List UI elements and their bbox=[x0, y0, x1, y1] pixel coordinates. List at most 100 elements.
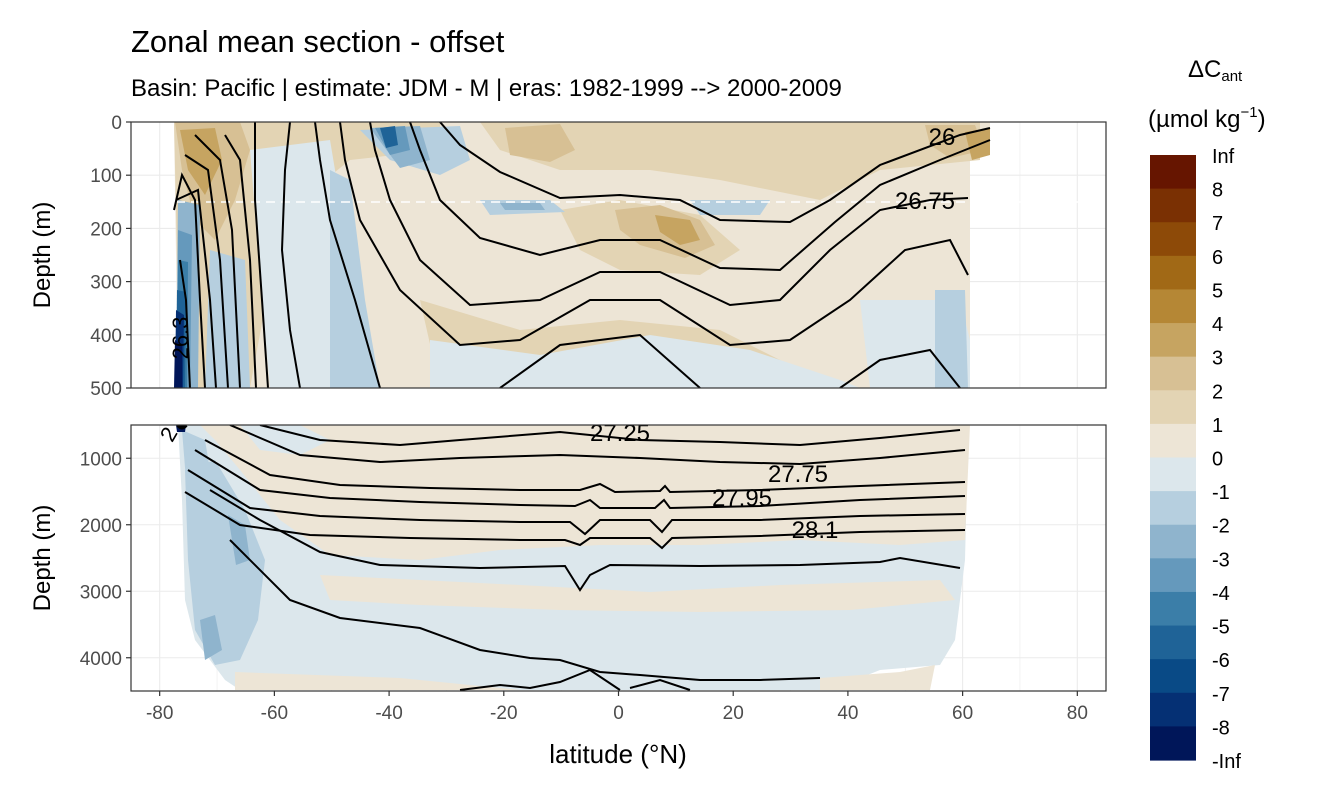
contour-line bbox=[224, 134, 257, 388]
field-band-neg1-0-south-intrusion bbox=[240, 425, 330, 455]
field-band-3-4-south bbox=[180, 128, 222, 195]
contour-line bbox=[459, 668, 691, 691]
legend-swatch bbox=[1150, 255, 1196, 291]
legend-label: 3 bbox=[1212, 348, 1223, 370]
y-tick-label: 3000 bbox=[80, 582, 122, 603]
legend-swatch bbox=[1150, 323, 1196, 358]
legend-swatch bbox=[1150, 524, 1196, 559]
field-band-neg2-neg1-south-deep bbox=[182, 430, 210, 480]
legend-unit-text: (µmol kg bbox=[1148, 106, 1241, 133]
panel-lower: 27.25 27.75 27.95 28.1 2 bbox=[130, 420, 1107, 692]
legend-swatch bbox=[1150, 222, 1196, 257]
legend-title-unit: (µmol kg−1) bbox=[1148, 104, 1266, 134]
legend-label: 0 bbox=[1212, 449, 1223, 471]
legend-swatch bbox=[1150, 188, 1196, 223]
contour-line bbox=[179, 259, 191, 388]
contour-line bbox=[175, 188, 217, 388]
field-band-3-4-mid bbox=[655, 215, 700, 245]
legend-label: -2 bbox=[1212, 516, 1230, 538]
y-tick-label: 0 bbox=[111, 113, 122, 134]
legend-swatch bbox=[1150, 591, 1196, 627]
contour-line bbox=[173, 172, 206, 388]
contour-line bbox=[194, 134, 241, 388]
contour-line bbox=[184, 491, 966, 550]
legend-label: -5 bbox=[1212, 617, 1230, 639]
contour-line bbox=[204, 439, 966, 494]
field-band-0-1-deep bbox=[320, 575, 955, 612]
legend-swatch bbox=[1150, 692, 1196, 727]
legend-label: -8 bbox=[1212, 717, 1230, 739]
legend-title-subscript: ant bbox=[1221, 68, 1243, 85]
contour-line bbox=[194, 449, 966, 510]
contour-line bbox=[229, 539, 821, 681]
legend-swatch bbox=[1150, 625, 1196, 660]
field-band-neg3-neg2-south bbox=[200, 615, 222, 660]
field-band-neg8-neg7-southern bbox=[174, 340, 182, 388]
legend-swatch bbox=[1150, 390, 1196, 425]
y-tick-label: 4000 bbox=[80, 649, 122, 670]
y-tick-label: 1000 bbox=[80, 449, 122, 470]
legend-title-variable: ΔCant bbox=[1188, 56, 1242, 85]
field-band-0-1-upper bbox=[200, 425, 970, 560]
legend-swatch bbox=[1150, 356, 1196, 391]
x-tick-label: 20 bbox=[723, 703, 744, 724]
y-tick-label: 100 bbox=[90, 166, 122, 187]
contour-label: 27.25 bbox=[590, 420, 650, 447]
field-band-neg1-0-deep bbox=[430, 335, 860, 388]
x-tick-label: -80 bbox=[146, 703, 173, 724]
density-contours-upper bbox=[173, 122, 991, 388]
x-tick-label: 40 bbox=[837, 703, 858, 724]
field-band-2-3-northwest bbox=[505, 124, 575, 162]
contour-line bbox=[176, 425, 188, 430]
legend-swatch bbox=[1150, 457, 1196, 492]
panel-upper-field: 26 26.75 26.3 bbox=[131, 122, 1106, 388]
legend-swatch bbox=[1150, 423, 1196, 459]
x-tick-label: 0 bbox=[613, 703, 624, 724]
y-axis-title-upper: Depth (m) bbox=[29, 202, 56, 309]
y-axis-title-lower: Depth (m) bbox=[29, 505, 56, 612]
legend-swatch bbox=[1150, 558, 1196, 593]
x-tick-label: -60 bbox=[261, 703, 288, 724]
contour-line bbox=[209, 489, 961, 592]
legend-label: -6 bbox=[1212, 650, 1230, 672]
legend-unit-superscript: −1 bbox=[1240, 104, 1258, 121]
contour-line bbox=[184, 154, 229, 388]
legend-title-symbol: ΔC bbox=[1188, 56, 1222, 83]
legend-swatch bbox=[1150, 659, 1196, 694]
contour-label: 26 bbox=[929, 124, 956, 151]
field-band-0-1-north-bottom bbox=[820, 665, 935, 690]
legend-label: 1 bbox=[1212, 415, 1223, 437]
contour-line bbox=[409, 122, 991, 272]
x-tick-label: 80 bbox=[1067, 703, 1088, 724]
contour-line bbox=[339, 122, 969, 347]
x-axis-title: latitude (°N) bbox=[549, 739, 687, 769]
legend-label: 5 bbox=[1212, 280, 1223, 302]
legend-label: -7 bbox=[1212, 684, 1230, 706]
legend-label: -4 bbox=[1212, 583, 1230, 605]
y-tick-label: 300 bbox=[90, 273, 122, 294]
legend-label: 8 bbox=[1212, 180, 1223, 202]
legend-swatch bbox=[1150, 491, 1196, 526]
contour-line bbox=[254, 122, 269, 388]
density-contours-lower bbox=[184, 425, 966, 691]
contour-label: 28.1 bbox=[792, 517, 839, 544]
field-band-neg2-neg1-equatorial bbox=[690, 200, 770, 215]
chart-title: Zonal mean section - offset bbox=[131, 24, 505, 59]
legend-unit-close: ) bbox=[1257, 106, 1266, 133]
contour-line bbox=[259, 425, 961, 447]
legend-label: -1 bbox=[1212, 482, 1230, 504]
contour-label: 27.95 bbox=[712, 485, 772, 512]
panel-upper: 26 26.75 26.3 bbox=[130, 121, 1107, 389]
chart-subtitle: Basin: Pacific | estimate: JDM - M | era… bbox=[131, 75, 842, 102]
legend-label: 7 bbox=[1212, 213, 1223, 235]
contour-line bbox=[229, 425, 966, 466]
contour-line bbox=[280, 122, 301, 388]
y-tick-label: 2000 bbox=[80, 516, 122, 537]
legend-label: 6 bbox=[1212, 247, 1223, 269]
legend-label: -3 bbox=[1212, 549, 1230, 571]
legend-label: -Inf bbox=[1212, 751, 1241, 773]
panel-lower-field: 27.25 27.75 27.95 28.1 2 bbox=[155, 420, 970, 691]
field-band-neg4-neg3-subtropical-core bbox=[380, 126, 398, 148]
